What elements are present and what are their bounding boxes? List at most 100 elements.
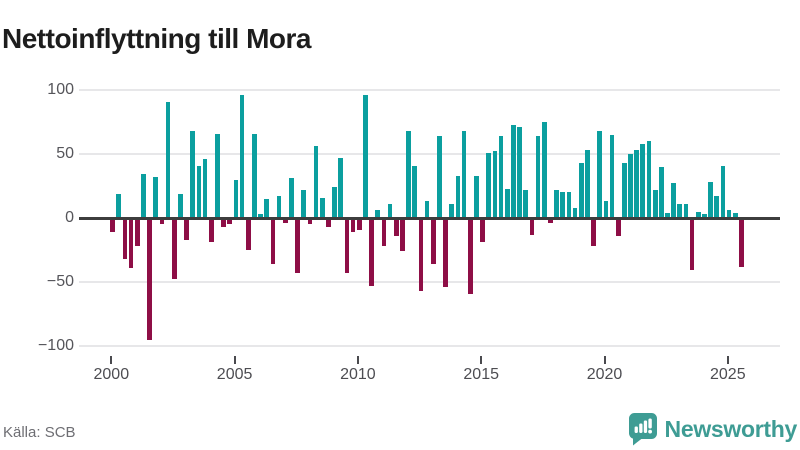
plot-area (79, 84, 780, 360)
bar-2006Q1 (258, 214, 263, 218)
bar-2001Q4 (153, 177, 159, 218)
bar-2020Q4 (621, 162, 627, 218)
bar-2021Q4 (646, 141, 652, 218)
bar-2013Q4 (449, 203, 455, 218)
bar-2007Q3 (295, 218, 300, 274)
bar-2021Q1 (628, 154, 633, 218)
bar-2008Q4 (326, 218, 331, 227)
bar-2024Q2 (708, 182, 713, 218)
x-axis-label-2015: 2015 (463, 366, 499, 383)
bar-2013Q2 (437, 136, 442, 218)
bar-2020Q3 (615, 218, 621, 236)
bar-2007Q4 (301, 189, 307, 218)
bar-2002Q3 (171, 218, 177, 280)
bar-2004Q2 (215, 133, 220, 218)
bar-2005Q2 (239, 95, 245, 218)
bar-2010Q2 (363, 95, 368, 218)
bar-2011Q3 (393, 218, 399, 236)
bar-2018Q4 (572, 207, 578, 218)
bar-2010Q3 (369, 218, 374, 286)
bar-2016Q1 (504, 188, 510, 218)
y-axis-label--100: −100 (37, 337, 74, 354)
bar-2015Q2 (486, 152, 492, 218)
bar-2004Q1 (208, 218, 214, 243)
bar-2004Q4 (227, 218, 233, 225)
bar-2025Q2 (732, 212, 738, 218)
gridline--100 (79, 345, 780, 347)
bar-2022Q3 (665, 212, 670, 218)
bar-2024Q1 (702, 214, 707, 218)
bar-2000Q1 (110, 218, 115, 233)
bar-2015Q1 (480, 218, 485, 243)
x-axis-tick-2010 (356, 356, 359, 364)
bar-2009Q1 (332, 187, 337, 218)
y-axis-label-50: 50 (56, 145, 74, 162)
newsworthy-speech-bubble-bar-chart-icon (628, 412, 658, 446)
bar-2024Q4 (720, 165, 726, 218)
bar-2000Q3 (122, 218, 128, 259)
bar-2017Q2 (535, 136, 541, 218)
bar-2023Q3 (689, 218, 695, 271)
bar-2023Q1 (677, 203, 683, 218)
bar-2008Q3 (319, 197, 325, 218)
bar-2008Q1 (307, 218, 313, 225)
bar-2014Q2 (461, 130, 467, 218)
bar-2020Q2 (609, 134, 615, 218)
bar-2017Q1 (529, 218, 535, 235)
bar-2013Q1 (430, 218, 436, 265)
bar-2017Q3 (541, 122, 547, 218)
x-axis-label-2010: 2010 (340, 366, 376, 383)
gridline-50 (79, 153, 780, 155)
bar-2015Q3 (492, 151, 498, 218)
bar-2012Q1 (406, 130, 411, 218)
y-axis-label--50: −50 (46, 273, 74, 290)
y-axis-label-100: 100 (47, 81, 74, 98)
bar-2011Q4 (400, 218, 405, 252)
gridline--50 (79, 281, 780, 283)
bar-2025Q1 (726, 210, 732, 218)
bar-2002Q2 (165, 101, 171, 218)
bar-2005Q1 (233, 179, 239, 218)
bar-2020Q1 (603, 201, 609, 218)
x-axis-tick-2000 (110, 356, 113, 364)
x-axis-label-2025: 2025 (710, 366, 746, 383)
bar-2006Q4 (276, 196, 282, 218)
bar-2006Q3 (270, 218, 276, 265)
bar-2014Q3 (467, 218, 473, 294)
bar-2019Q1 (578, 162, 584, 218)
bar-2012Q2 (412, 165, 418, 218)
x-axis-label-2000: 2000 (93, 366, 130, 383)
bar-2018Q2 (560, 192, 566, 218)
bar-2002Q4 (178, 193, 183, 218)
x-axis-label-2005: 2005 (216, 366, 253, 383)
bar-2005Q3 (245, 218, 251, 250)
bar-2011Q1 (381, 218, 387, 247)
bar-2004Q3 (221, 218, 226, 227)
bar-2003Q1 (184, 218, 189, 240)
bar-2021Q2 (634, 150, 639, 218)
x-axis-tick-2015 (480, 356, 483, 364)
bar-2014Q4 (474, 175, 479, 218)
bar-2009Q2 (338, 157, 344, 218)
bar-2000Q2 (116, 193, 122, 218)
bar-2005Q4 (252, 133, 257, 218)
bar-2003Q3 (196, 165, 202, 218)
chart-title: Nettoinflyttning till Mora (2, 22, 311, 54)
newsworthy-wordmark: Newsworthy (664, 415, 798, 442)
bar-2001Q3 (147, 218, 152, 340)
bar-2019Q2 (585, 150, 590, 218)
bar-2018Q3 (566, 192, 572, 218)
bar-2017Q4 (548, 218, 553, 224)
bar-2009Q3 (344, 218, 350, 274)
bar-2015Q4 (498, 136, 504, 218)
bar-2008Q2 (313, 146, 319, 218)
bar-2003Q4 (202, 159, 208, 218)
bar-2019Q3 (591, 218, 596, 247)
bar-2001Q1 (134, 218, 140, 247)
bar-2006Q2 (264, 198, 270, 218)
bar-2001Q2 (141, 174, 146, 218)
bar-2016Q3 (517, 127, 522, 218)
bar-2019Q4 (597, 130, 603, 218)
bar-2010Q4 (375, 210, 381, 218)
bar-2010Q1 (356, 218, 362, 230)
